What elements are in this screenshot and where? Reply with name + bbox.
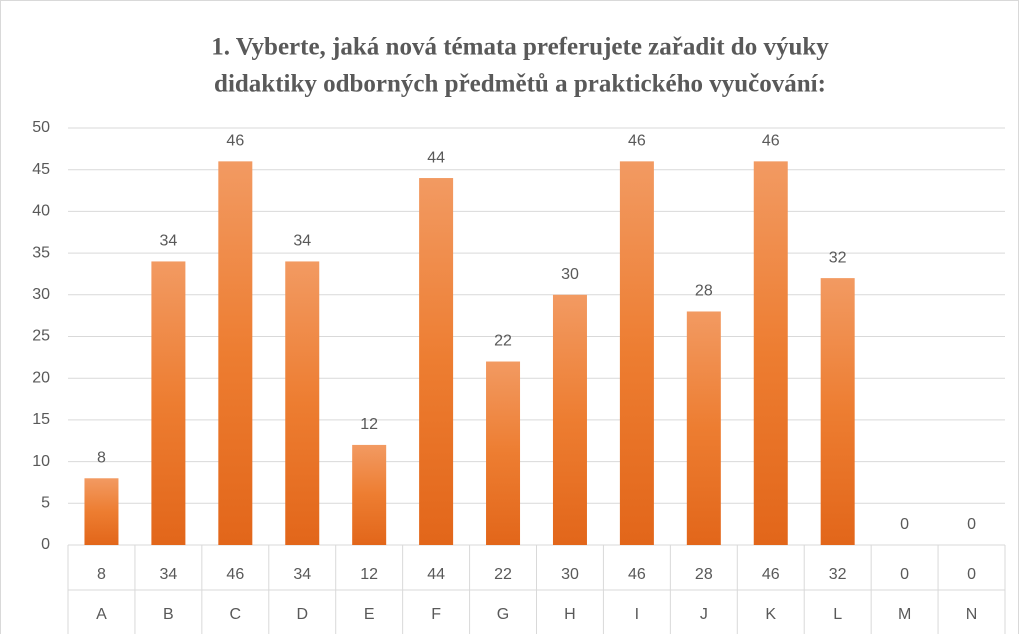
x-tick-label: K: [765, 606, 776, 623]
data-label: 46: [226, 133, 244, 150]
data-label: 34: [159, 233, 177, 250]
x-tick-label: L: [833, 606, 842, 623]
table-value: 12: [360, 566, 378, 583]
x-tick-label: H: [564, 606, 576, 623]
x-tick-label: J: [700, 606, 708, 623]
y-tick-label: 5: [41, 495, 50, 512]
x-tick-label: A: [96, 606, 107, 623]
data-label: 46: [762, 133, 780, 150]
bar: [753, 161, 788, 546]
table-value: 28: [695, 566, 713, 583]
bar: [285, 261, 320, 545]
y-tick-label: 20: [32, 369, 50, 386]
y-tick-label: 50: [32, 119, 50, 136]
table-value: 34: [293, 566, 311, 583]
bar: [218, 161, 253, 546]
x-tick-label: B: [163, 606, 174, 623]
chart-title: 1. Vyberte, jaká nová témata preferujete…: [211, 34, 829, 61]
y-tick-label: 30: [32, 286, 50, 303]
table-value: 46: [762, 566, 780, 583]
data-label: 34: [293, 233, 311, 250]
x-tick-label: N: [966, 606, 978, 623]
table-value: 32: [829, 566, 847, 583]
data-label: 22: [494, 333, 512, 350]
x-tick-label: F: [431, 606, 441, 623]
y-tick-label: 0: [41, 536, 50, 553]
y-tick-label: 35: [32, 244, 50, 261]
bar: [151, 261, 186, 545]
table-value: 46: [226, 566, 244, 583]
bar: [486, 361, 521, 545]
y-tick-label: 25: [32, 328, 50, 345]
chart-title: didaktiky odborných předmětů a praktické…: [214, 71, 826, 98]
bar: [419, 178, 454, 546]
table-value: 44: [427, 566, 445, 583]
bar: [352, 444, 387, 545]
data-label: 30: [561, 266, 579, 283]
data-label: 0: [900, 516, 909, 533]
table-value: 22: [494, 566, 512, 583]
table-value: 30: [561, 566, 579, 583]
table-value: 8: [97, 566, 106, 583]
data-label: 28: [695, 283, 713, 300]
y-tick-label: 45: [32, 161, 50, 178]
data-label: 46: [628, 133, 646, 150]
x-tick-label: M: [898, 606, 911, 623]
x-tick-label: I: [635, 606, 639, 623]
data-label: 44: [427, 149, 445, 166]
y-tick-label: 10: [32, 453, 50, 470]
y-tick-label: 40: [32, 203, 50, 220]
table-value: 46: [628, 566, 646, 583]
bar: [820, 278, 855, 545]
data-label: 0: [967, 516, 976, 533]
table-value: 0: [967, 566, 976, 583]
table-value: 0: [900, 566, 909, 583]
table-value: 34: [159, 566, 177, 583]
bar: [552, 294, 587, 545]
y-tick-label: 15: [32, 411, 50, 428]
bar: [619, 161, 654, 546]
data-label: 12: [360, 416, 378, 433]
x-tick-label: C: [230, 606, 242, 623]
x-tick-label: E: [364, 606, 375, 623]
x-tick-label: G: [497, 606, 509, 623]
x-tick-label: D: [296, 606, 308, 623]
data-label: 8: [97, 449, 106, 466]
data-label: 32: [829, 249, 847, 266]
bar: [84, 478, 119, 545]
bar: [686, 311, 721, 545]
